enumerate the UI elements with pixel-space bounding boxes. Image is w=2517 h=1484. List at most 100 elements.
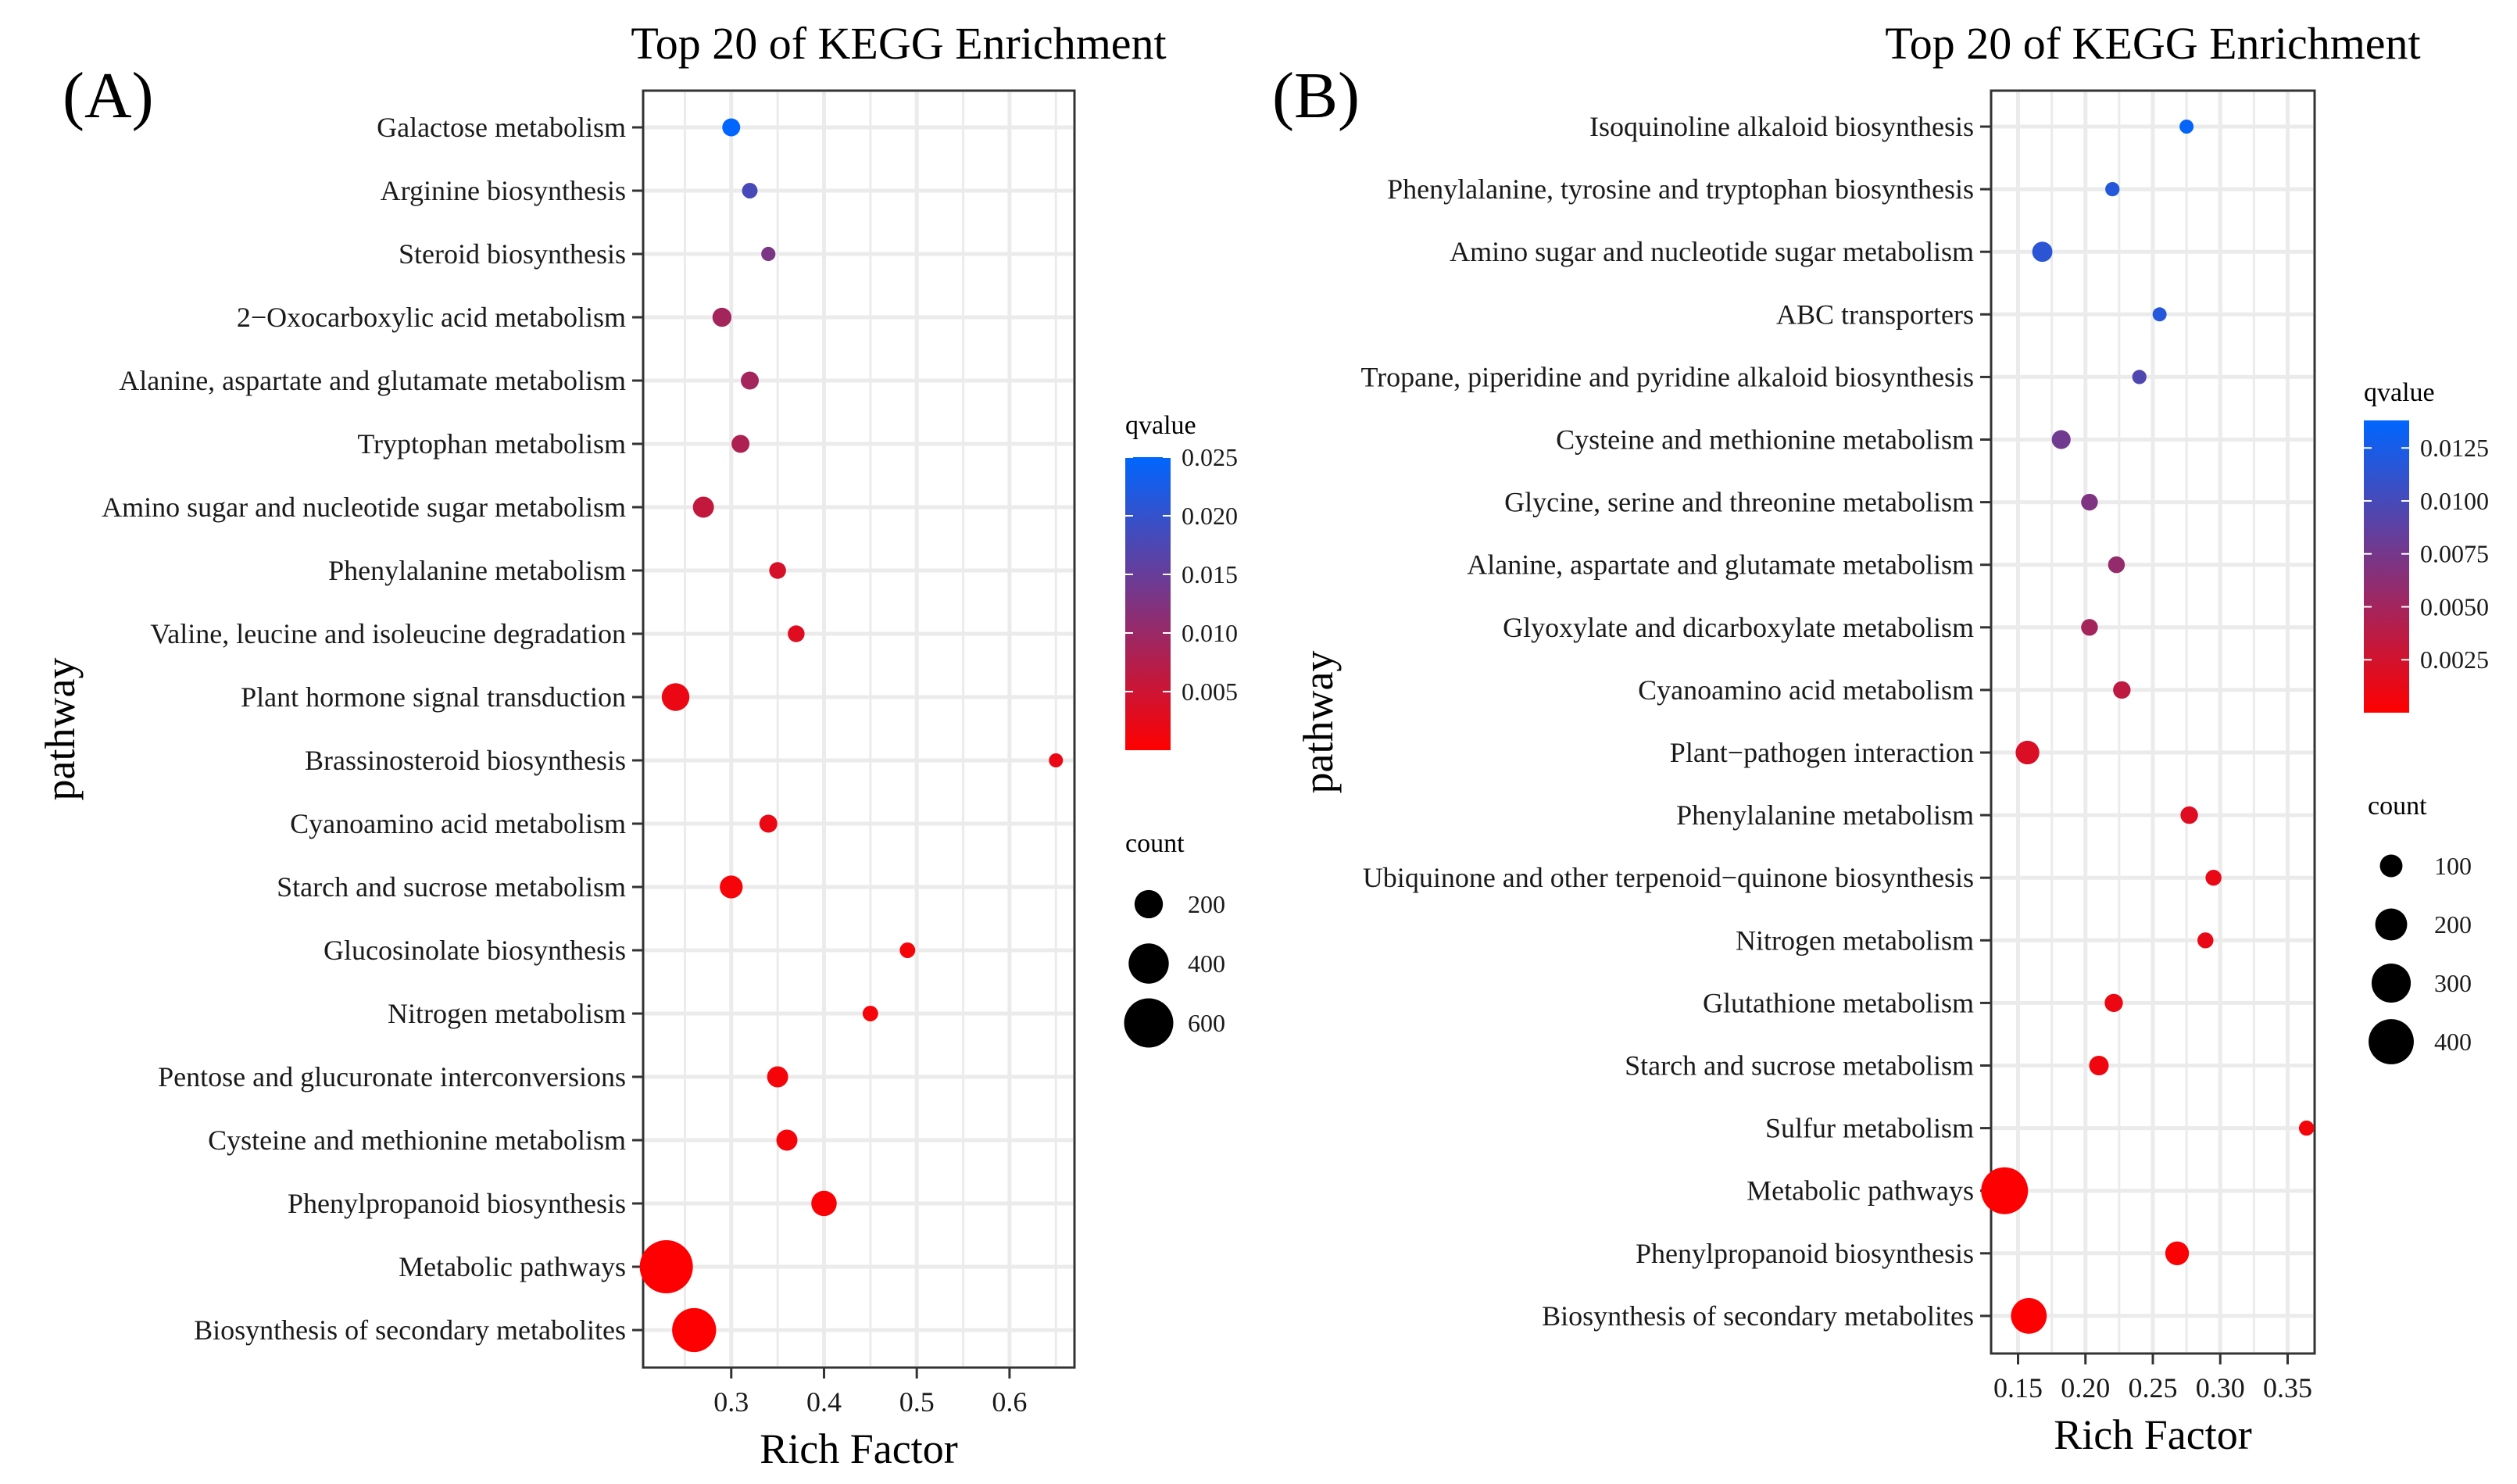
- chart-title: Top 20 of KEGG Enrichment: [631, 18, 1166, 69]
- data-point: [1981, 1167, 2029, 1214]
- y-tick-label: Nitrogen metabolism: [388, 998, 626, 1029]
- color-legend-label: 0.025: [1182, 443, 1238, 471]
- x-tick-label: 0.6: [992, 1386, 1027, 1418]
- data-point: [1049, 753, 1064, 767]
- data-point: [2298, 1120, 2315, 1136]
- color-legend-label: 0.0050: [2420, 592, 2489, 620]
- data-point: [2105, 181, 2120, 197]
- x-tick-label: 0.3: [713, 1386, 749, 1418]
- y-tick-label: Cysteine and methionine metabolism: [1556, 424, 1974, 456]
- color-legend-bar: [2364, 420, 2409, 713]
- y-tick-label: Cyanoamino acid metabolism: [1638, 674, 1974, 706]
- data-point: [2081, 493, 2098, 511]
- x-axis-title: Rich Factor: [2054, 1411, 2251, 1458]
- size-legend-label: 400: [2434, 1028, 2472, 1056]
- y-axis-title: pathway: [37, 658, 84, 801]
- y-tick-label: Biosynthesis of secondary metabolites: [194, 1314, 626, 1346]
- color-legend-label: 0.005: [1182, 678, 1238, 706]
- x-tick-label: 0.5: [899, 1386, 935, 1418]
- data-point: [2032, 241, 2053, 263]
- y-tick-label: Amino sugar and nucleotide sugar metabol…: [102, 492, 626, 523]
- data-point: [2081, 619, 2098, 636]
- y-tick-label: Phenylalanine, tyrosine and tryptophan b…: [1387, 173, 1974, 205]
- y-tick-label: Valine, leucine and isoleucine degradati…: [150, 618, 626, 649]
- size-legend-dot: [1134, 889, 1164, 919]
- color-legend-label: 0.0125: [2420, 434, 2489, 462]
- y-tick-label: Glucosinolate biosynthesis: [324, 935, 626, 966]
- data-point: [712, 307, 732, 327]
- x-axis-title: Rich Factor: [760, 1425, 957, 1472]
- data-point: [2165, 1241, 2190, 1265]
- size-legend-label: 600: [1188, 1009, 1225, 1037]
- y-tick-label: Alanine, aspartate and glutamate metabol…: [119, 365, 626, 396]
- y-tick-label: Brassinosteroid biosynthesis: [305, 745, 626, 776]
- data-point: [722, 118, 741, 137]
- y-tick-label: Phenylpropanoid biosynthesis: [288, 1188, 626, 1219]
- data-point: [788, 625, 805, 642]
- data-point: [862, 1006, 878, 1021]
- data-point: [2132, 370, 2147, 384]
- data-point: [720, 875, 743, 899]
- panel-label: (B): [1272, 59, 1360, 132]
- color-legend-label: 0.0100: [2420, 487, 2489, 515]
- data-point: [2011, 1298, 2047, 1334]
- data-point: [731, 434, 750, 453]
- data-point: [742, 183, 758, 198]
- size-legend-dot: [2369, 1019, 2414, 1064]
- data-point: [2113, 681, 2131, 699]
- data-point: [2152, 307, 2167, 322]
- y-tick-label: Glycine, serine and threonine metabolism: [1504, 487, 1974, 518]
- color-legend-title: qvalue: [2364, 378, 2435, 407]
- y-tick-label: Steroid biosynthesis: [399, 238, 626, 270]
- size-legend-label: 300: [2434, 969, 2472, 997]
- chart-title: Top 20 of KEGG Enrichment: [1885, 18, 2420, 69]
- panel-a: (A) Top 20 of KEGG Enrichment Galactose me…: [37, 18, 1238, 1472]
- data-point: [759, 814, 778, 833]
- color-legend-label: 0.0075: [2420, 540, 2489, 568]
- y-axis-title: pathway: [1295, 651, 1342, 794]
- color-legend-label: 0.010: [1182, 619, 1238, 647]
- y-tick-label: Arginine biosynthesis: [381, 175, 626, 206]
- data-point: [692, 496, 714, 518]
- y-tick-label: 2−Oxocarboxylic acid metabolism: [237, 302, 626, 333]
- y-tick-label: Galactose metabolism: [377, 112, 626, 143]
- data-point: [661, 683, 690, 711]
- y-tick-label: Plant hormone signal transduction: [241, 681, 626, 713]
- y-tick-label: Metabolic pathways: [399, 1251, 626, 1282]
- data-point: [2089, 1055, 2109, 1076]
- x-tick-label: 0.4: [806, 1386, 842, 1418]
- size-legend-title: count: [2368, 792, 2427, 821]
- data-point: [2197, 932, 2214, 949]
- panel-label: (A): [63, 59, 154, 132]
- color-legend-label: 0.0025: [2420, 645, 2489, 674]
- size-legend-dot: [1124, 998, 1174, 1048]
- color-legend-label: 0.020: [1182, 502, 1238, 530]
- size-legend-dot: [2375, 908, 2408, 941]
- data-point: [2108, 556, 2126, 574]
- y-tick-label: Starch and sucrose metabolism: [277, 871, 626, 903]
- data-point: [2015, 740, 2040, 765]
- x-tick-label: 0.35: [2263, 1372, 2312, 1404]
- y-tick-label: Glyoxylate and dicarboxylate metabolism: [1503, 612, 1974, 643]
- color-legend-title: qvalue: [1125, 411, 1196, 440]
- y-tick-label: Cyanoamino acid metabolism: [290, 808, 626, 839]
- size-legend-dot: [2371, 963, 2412, 1003]
- y-tick-label: Nitrogen metabolism: [1736, 924, 1974, 956]
- size-legend-label: 200: [1188, 890, 1225, 918]
- size-legend-dot: [2379, 854, 2403, 878]
- data-point: [2051, 430, 2071, 449]
- size-legend-dot: [1128, 943, 1169, 984]
- x-tick-label: 0.30: [2196, 1372, 2245, 1404]
- data-point: [776, 1129, 798, 1151]
- x-tick-label: 0.25: [2129, 1372, 2178, 1404]
- data-point: [761, 246, 776, 262]
- x-tick-label: 0.15: [1993, 1372, 2043, 1404]
- color-legend-bar: [1125, 457, 1171, 750]
- y-tick-label: Alanine, aspartate and glutamate metabol…: [1467, 549, 1974, 581]
- y-tick-label: Plant−pathogen interaction: [1670, 737, 1974, 768]
- panel-b: (B) Top 20 of KEGG Enrichment Isoquinoline…: [1272, 18, 2489, 1458]
- data-point: [639, 1240, 693, 1293]
- y-tick-label: Starch and sucrose metabolism: [1625, 1050, 1974, 1082]
